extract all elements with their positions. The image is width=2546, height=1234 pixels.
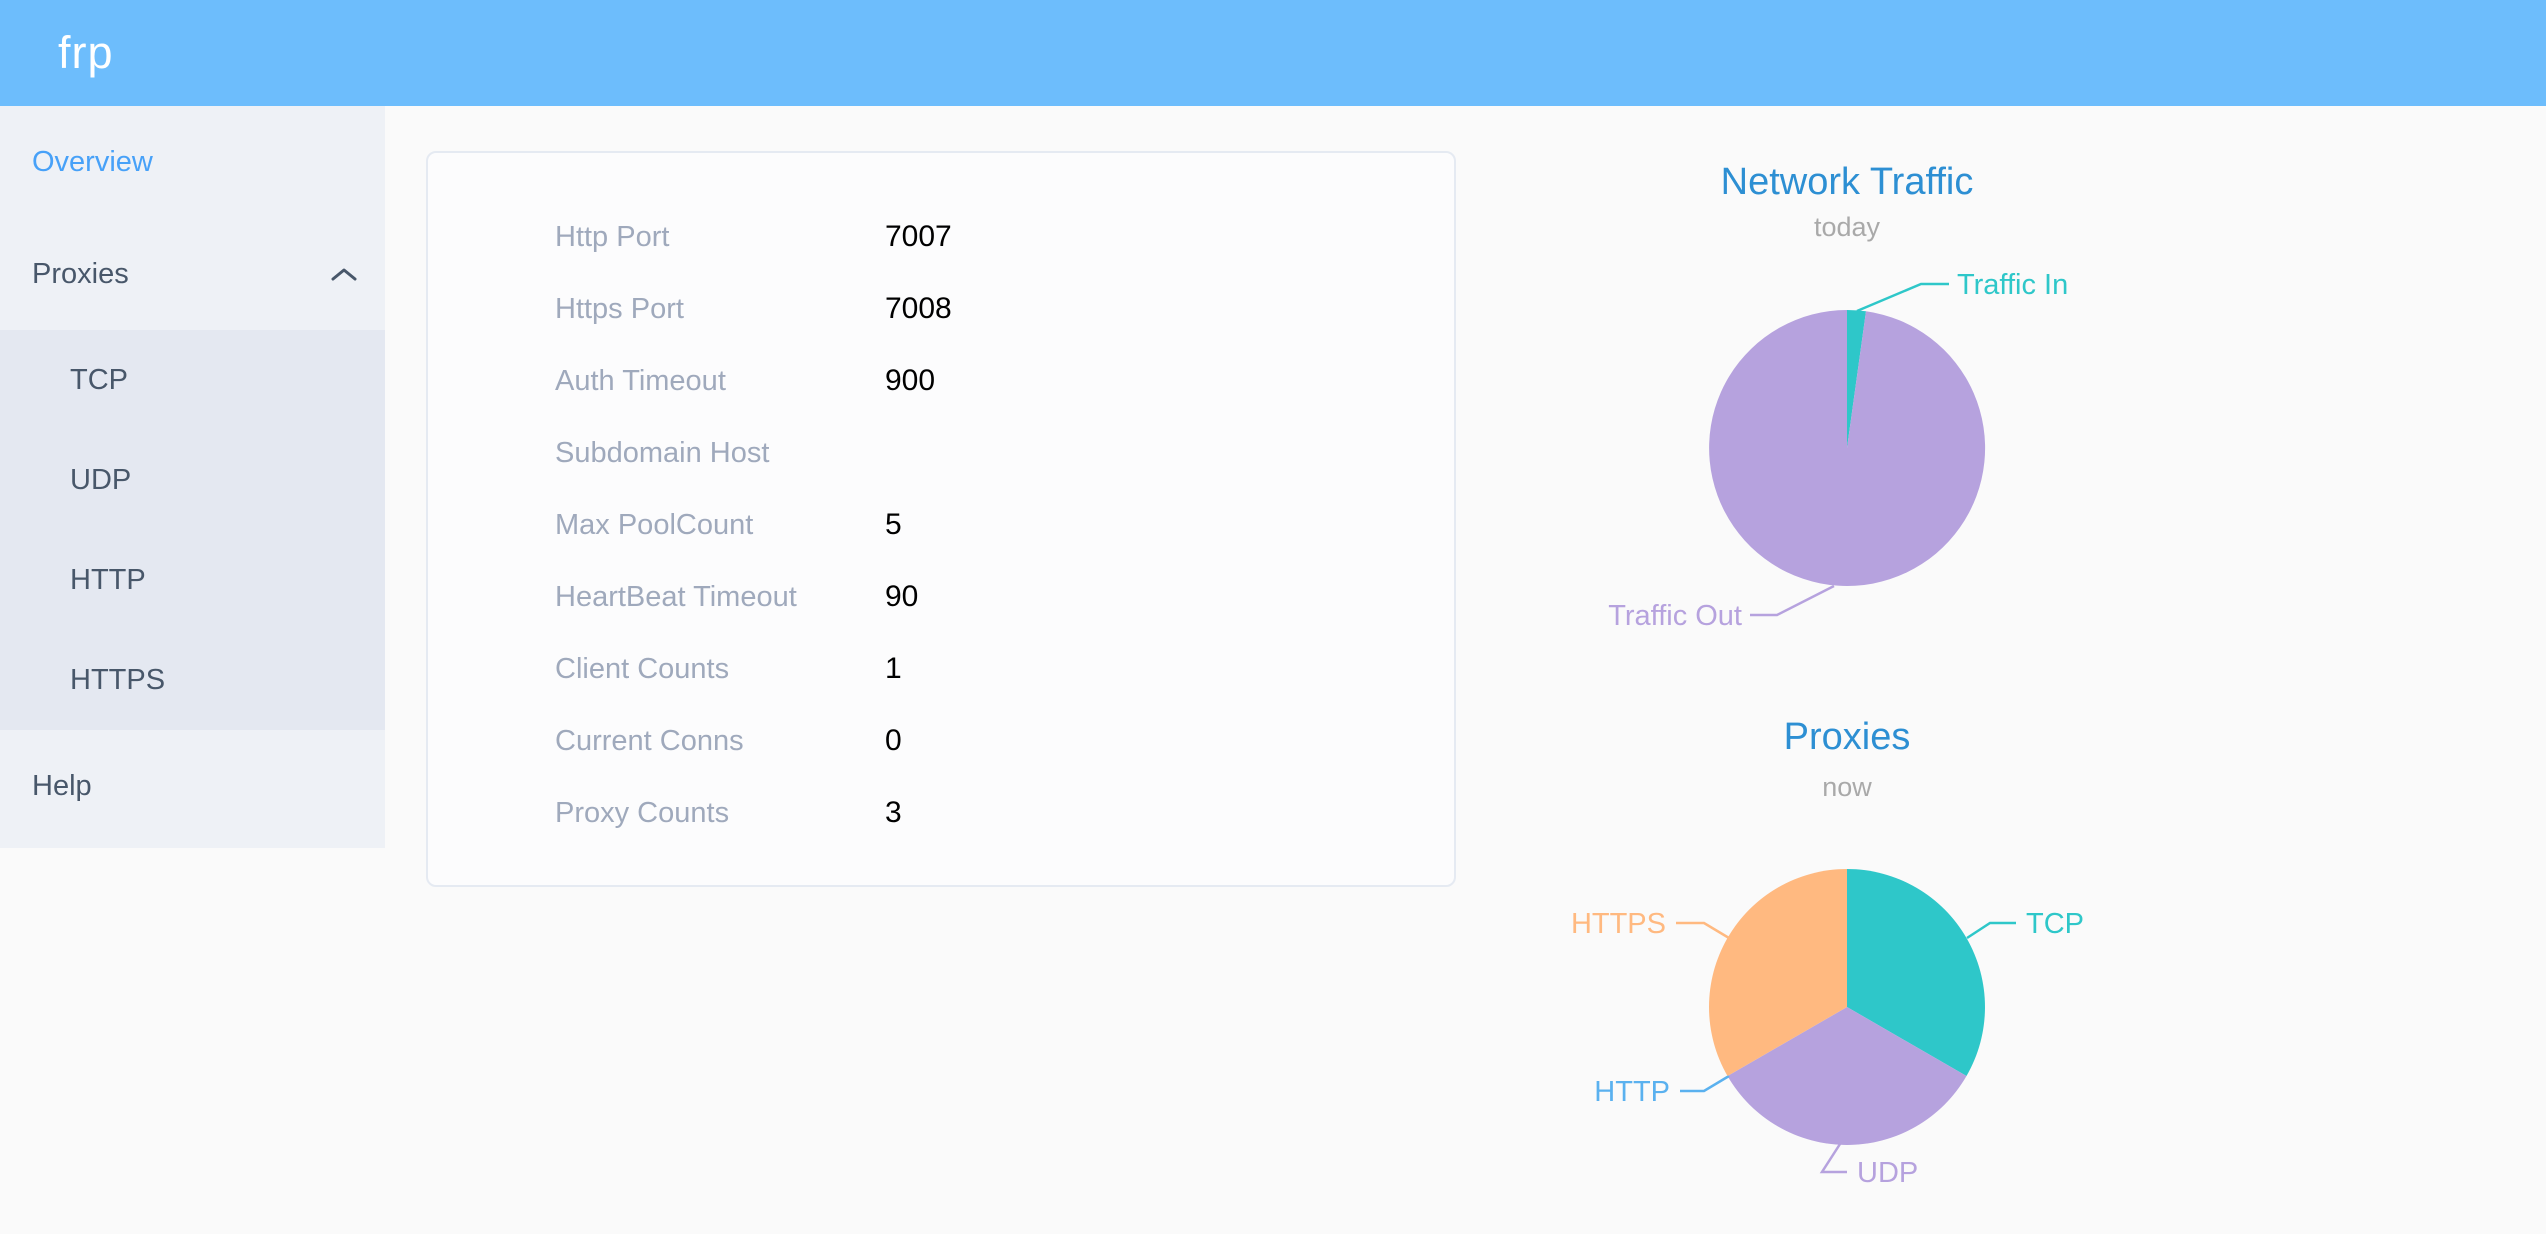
app-header: frp [0,0,2546,106]
sidebar-item-overview-label: Overview [32,146,153,178]
sidebar-item-proxies[interactable]: Proxies [0,218,385,330]
network-traffic-pie-chart: Traffic In Traffic Out [1608,269,2068,632]
network-traffic-label-traffic-out: Traffic Out [1608,600,1742,632]
info-row-current-conns: Current Conns 0 [428,705,1454,777]
info-row-https-port: Https Port 7008 [428,273,1454,345]
proxies-slice-tcp[interactable] [1847,869,1985,1076]
proxies-labelline-tcp [1966,921,2016,940]
info-row-client-counts: Client Counts 1 [428,633,1454,705]
info-value: 5 [885,508,902,541]
proxies-labelline-udp [1819,1143,1847,1174]
info-label: Proxy Counts [555,797,730,829]
proxies-slice-udp[interactable] [1727,1007,1967,1145]
info-label: Max PoolCount [555,509,754,541]
proxies-labelline-http [1680,1074,1730,1093]
network-traffic-label-traffic-in: Traffic In [1957,269,2068,301]
sidebar: Overview Proxies TCP UDP HTTP HTTPS Help [0,106,385,848]
network-traffic-slice-traffic-out[interactable] [1709,310,1986,586]
server-info-rows: Http Port 7007 Https Port 7008 Auth Time… [428,153,1454,849]
info-row-auth-timeout: Auth Timeout 900 [428,345,1454,417]
sidebar-item-http[interactable]: HTTP [70,564,146,596]
network-traffic-chart-subtitle: today [1813,212,1881,242]
info-value: 3 [885,796,902,829]
sidebar-item-udp[interactable]: UDP [70,464,132,496]
sidebar-item-proxies-label: Proxies [32,258,129,290]
network-traffic-labelline-traffic-out [1750,584,1835,617]
proxies-pie-chart: TCP UDP HTTP HTTPS [1571,869,2084,1189]
info-label: Http Port [555,221,670,253]
network-traffic-chart-title: Network Traffic [1720,161,1974,203]
sidebar-item-https[interactable]: HTTPS [70,664,166,696]
proxies-label-udp: UDP [1857,1157,1918,1189]
info-label: Https Port [555,293,684,325]
network-traffic-labelline-traffic-in [1856,282,1949,313]
info-label: Subdomain Host [555,437,770,469]
info-value: 7007 [885,220,952,253]
info-label: Auth Timeout [555,365,726,397]
info-label: Current Conns [555,725,744,757]
sidebar-item-tcp[interactable]: TCP [70,364,128,396]
info-label: HeartBeat Timeout [555,581,797,613]
sidebar-item-help[interactable]: Help [0,730,385,842]
sidebar-submenu-proxies: TCP UDP HTTP HTTPS [0,330,385,730]
proxies-slice-https[interactable] [1709,869,1847,1076]
info-row-heartbeat-timeout: HeartBeat Timeout 90 [428,561,1454,633]
info-row-proxy-counts: Proxy Counts 3 [428,777,1454,849]
sidebar-item-help-label: Help [32,770,92,802]
proxies-chart-subtitle: now [1822,772,1872,802]
proxies-label-https: HTTPS [1571,908,1666,940]
info-row-http-port: Http Port 7007 [428,201,1454,273]
chevron-up-icon [331,268,357,281]
info-value: 0 [885,724,902,757]
info-row-max-poolcount: Max PoolCount 5 [428,489,1454,561]
info-label: Client Counts [555,653,730,685]
info-value: 900 [885,364,936,397]
info-value: 7008 [885,292,952,325]
info-value: 90 [885,580,919,613]
proxies-label-http: HTTP [1594,1076,1670,1108]
info-row-subdomain-host: Subdomain Host [428,417,1454,489]
app-logo: frp [58,27,114,78]
sidebar-item-overview[interactable]: Overview [0,106,385,218]
info-value: 1 [885,652,902,685]
proxies-label-tcp: TCP [2026,908,2084,940]
proxies-labelline-https [1676,921,1730,940]
network-traffic-slice-traffic-in[interactable] [1847,309,1866,448]
proxies-chart-title: Proxies [1783,716,1911,758]
server-info-card: Http Port 7007 Https Port 7008 Auth Time… [426,151,1456,887]
